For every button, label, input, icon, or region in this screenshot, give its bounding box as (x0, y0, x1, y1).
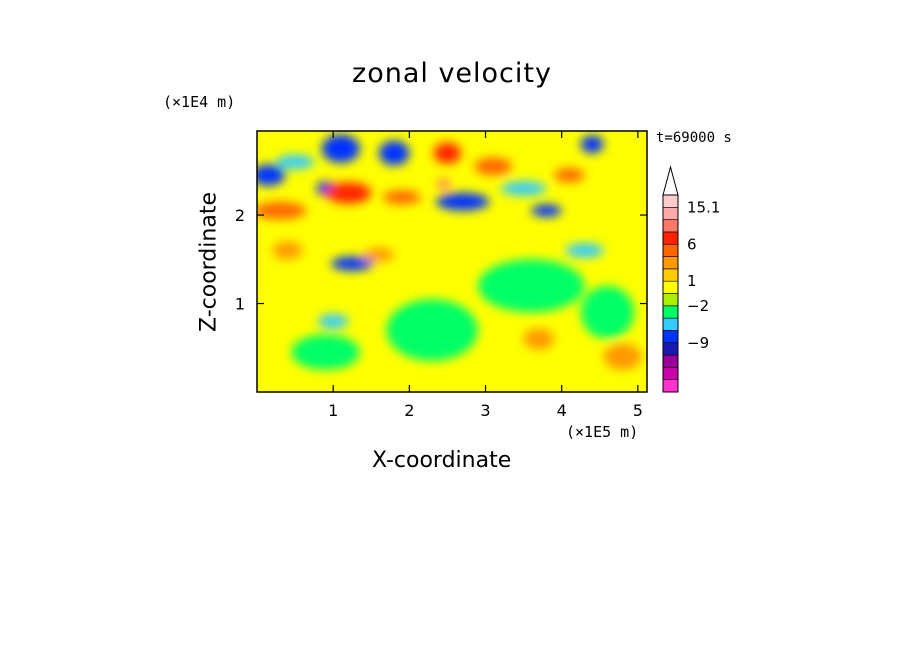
y-axis-label: Z-coordinate (196, 192, 222, 332)
field-feature (378, 140, 410, 166)
colorbar-swatch (662, 367, 679, 380)
colorbar-swatch (662, 330, 679, 344)
y-axis-unit: (×1E4 m) (163, 93, 236, 111)
field-feature (257, 164, 286, 186)
field-feature (291, 334, 360, 370)
field-feature (474, 157, 513, 176)
x-axis-unit: (×1E5 m) (566, 423, 639, 441)
field-feature (603, 343, 642, 370)
field-feature (437, 178, 450, 190)
field-feature (330, 256, 374, 271)
colorbar: 15.1 6 1 −2 −9 (662, 165, 720, 393)
field-feature (257, 201, 307, 220)
x-tick-label: 2 (404, 401, 414, 420)
colorbar-label: −2 (687, 297, 709, 315)
field-feature (363, 247, 395, 262)
field-feature (580, 135, 604, 154)
colorbar-swatch (662, 207, 679, 220)
field-feature (325, 182, 372, 204)
field-feature (321, 134, 360, 163)
x-tick-label: 4 (557, 401, 567, 420)
colorbar-swatch (662, 317, 679, 331)
x-tick-label: 1 (328, 401, 338, 420)
field-feature (554, 168, 585, 183)
x-tick-label: 3 (480, 401, 490, 420)
y-axis: 12 (235, 206, 647, 314)
colorbar-swatch (662, 231, 679, 245)
colorbar-extend-arrow (662, 165, 679, 196)
colorbar-label: −9 (687, 334, 709, 352)
field-feature (565, 243, 604, 258)
field-feature (523, 328, 555, 350)
colorbar-swatch (662, 342, 679, 356)
colorbar-swatch (662, 219, 679, 233)
field-feature (477, 259, 585, 313)
field-feature (382, 190, 421, 205)
time-label: t=69000 s (656, 130, 732, 146)
x-axis: 1 2 3 4 5 (328, 131, 643, 420)
colorbar-swatch (662, 280, 679, 294)
x-axis-label: X-coordinate (372, 448, 512, 473)
colorbar-swatch (662, 243, 679, 257)
field-feature (276, 154, 315, 170)
velocity-field (257, 134, 642, 370)
colorbar-frame (662, 194, 679, 393)
colorbar-label: 15.1 (687, 198, 720, 216)
colorbar-swatch (662, 194, 679, 208)
colorbar-swatch (662, 268, 679, 282)
field-feature (386, 299, 478, 362)
field-feature (433, 142, 462, 164)
colorbar-label: 1 (687, 272, 697, 290)
colorbar-swatch (662, 293, 679, 307)
y-tick-label: 1 (235, 295, 245, 314)
colorbar-swatch (662, 379, 679, 393)
plot-frame (256, 130, 648, 393)
field-feature (436, 192, 490, 211)
field-feature (317, 314, 349, 329)
field-feature (500, 181, 547, 196)
chart-title: zonal velocity (352, 58, 552, 89)
colorbar-swatch (662, 305, 679, 319)
y-tick-label: 2 (235, 206, 245, 225)
colorbar-swatch (662, 354, 679, 368)
field-feature (531, 204, 562, 217)
x-tick-label: 5 (633, 401, 643, 420)
field-feature (272, 241, 303, 260)
colorbar-label: 6 (687, 235, 697, 253)
colorbar-swatch (662, 256, 679, 270)
field-feature (580, 285, 635, 339)
